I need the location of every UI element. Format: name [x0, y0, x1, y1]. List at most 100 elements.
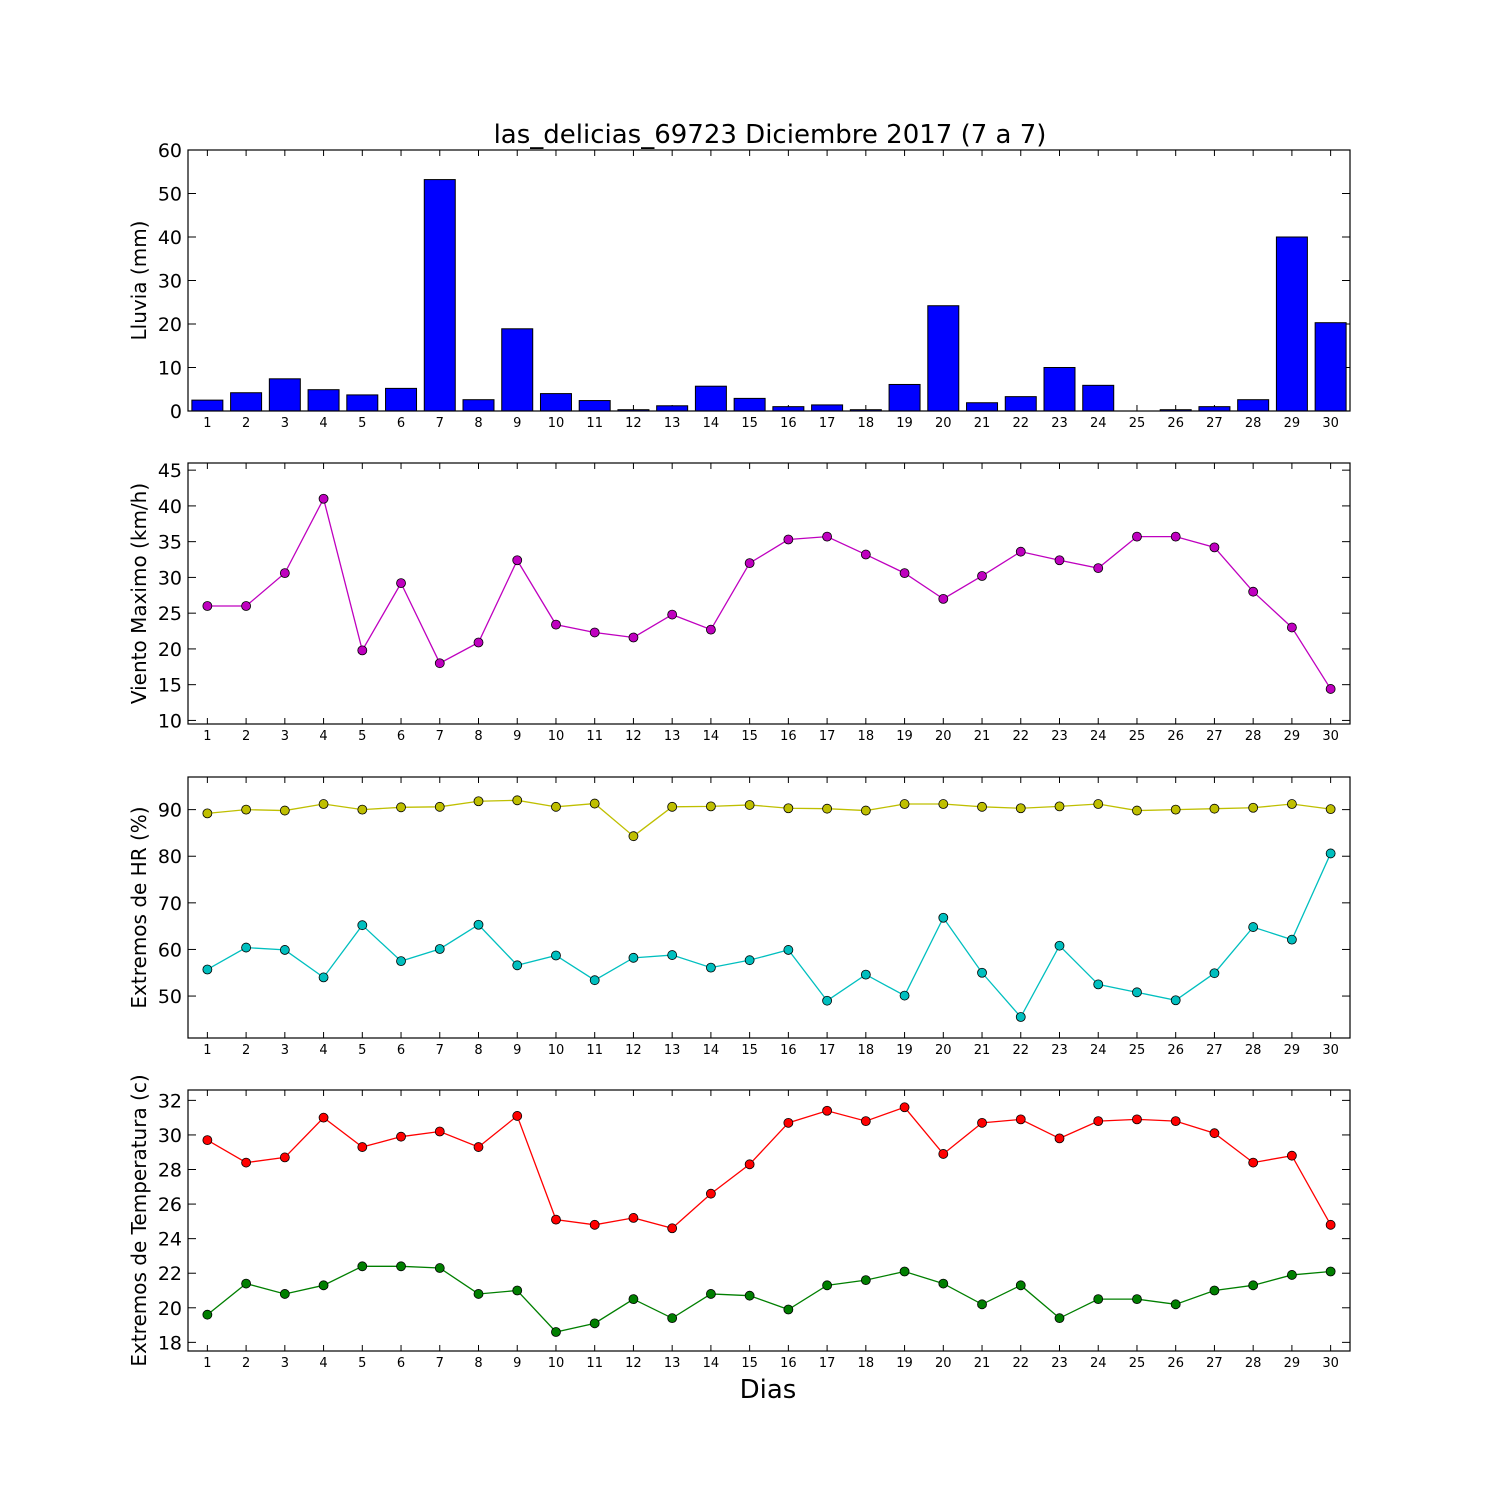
x-tick-label: 4	[319, 416, 327, 431]
data-point	[938, 593, 949, 604]
y-tick-label: 10	[158, 710, 182, 732]
y-tick-label: 80	[158, 846, 182, 868]
x-tick-label: 17	[819, 416, 836, 431]
x-tick-label: 1	[203, 1356, 211, 1371]
data-point	[938, 799, 949, 809]
data-point	[1054, 1313, 1065, 1324]
x-tick-label: 28	[1245, 729, 1262, 744]
x-axis-label: Dias	[740, 1375, 797, 1405]
data-point	[318, 493, 329, 504]
data-point	[357, 1261, 368, 1272]
y-tick-label: 50	[158, 184, 182, 206]
bar	[888, 383, 921, 412]
data-point	[938, 1149, 949, 1159]
data-point	[628, 1213, 639, 1223]
x-tick-label: 9	[513, 416, 521, 431]
x-tick-label: 2	[242, 729, 250, 744]
x-tick-label: 13	[664, 729, 681, 744]
y-tick-label: 30	[158, 271, 182, 293]
data-point	[512, 960, 523, 971]
data-point	[202, 808, 213, 819]
x-tick-label: 15	[741, 1043, 758, 1058]
data-point	[241, 1278, 252, 1289]
x-tick-label: 27	[1206, 1043, 1223, 1058]
data-point	[1132, 805, 1142, 816]
series-line-1	[207, 496, 1332, 690]
data-point	[899, 1102, 910, 1113]
x-tick-label: 15	[741, 1356, 758, 1371]
y-tick-label: 18	[158, 1332, 182, 1354]
data-point	[977, 571, 987, 581]
data-point	[1054, 1133, 1065, 1144]
x-tick-label: 6	[397, 1043, 405, 1058]
data-point	[1287, 934, 1297, 945]
bar	[385, 387, 418, 412]
plot-frame	[187, 1089, 1351, 1352]
x-tick-label: 5	[358, 729, 366, 744]
data-point	[1209, 542, 1220, 553]
x-tick-label: 9	[513, 1043, 521, 1058]
x-tick-label: 23	[1051, 1356, 1068, 1371]
data-point	[318, 972, 329, 983]
data-point	[744, 800, 755, 810]
y-axis-label: Viento Maximo (km/h)	[127, 483, 151, 704]
bar	[346, 394, 379, 412]
x-tick-label: 17	[819, 729, 836, 744]
x-tick-label: 12	[625, 1043, 642, 1058]
x-tick-label: 14	[703, 1356, 720, 1371]
x-tick-label: 18	[858, 1356, 875, 1371]
data-point	[357, 804, 368, 815]
x-tick-label: 22	[1012, 1043, 1029, 1058]
x-tick-label: 22	[1012, 1356, 1029, 1371]
y-tick-label: 20	[158, 639, 182, 661]
bar	[578, 400, 611, 412]
data-point	[1054, 940, 1065, 951]
x-tick-label: 12	[625, 416, 642, 431]
x-tick-label: 2	[242, 1356, 250, 1371]
data-point	[628, 632, 639, 643]
y-tick-label: 45	[158, 460, 182, 482]
data-point	[1093, 563, 1104, 574]
data-point	[1209, 803, 1220, 814]
data-point	[860, 969, 871, 980]
data-point	[628, 831, 639, 842]
bar	[1082, 384, 1115, 412]
data-point	[1015, 1280, 1026, 1291]
data-point	[783, 803, 794, 814]
data-point	[706, 801, 716, 812]
x-tick-label: 29	[1284, 1043, 1301, 1058]
data-point	[396, 1131, 406, 1142]
y-tick-label: 28	[158, 1160, 182, 1182]
data-point	[899, 990, 910, 1001]
y-axis-label: Extremos de HR (%)	[127, 806, 151, 1008]
data-point	[1170, 1116, 1181, 1127]
data-point	[860, 1275, 871, 1286]
data-point	[1170, 804, 1181, 815]
x-tick-label: 26	[1167, 1043, 1184, 1058]
x-tick-label: 19	[896, 416, 913, 431]
x-tick-label: 29	[1284, 729, 1301, 744]
x-tick-label: 20	[935, 1043, 952, 1058]
x-tick-label: 6	[397, 729, 405, 744]
y-tick-label: 90	[158, 800, 182, 822]
data-point	[279, 568, 290, 579]
x-tick-label: 15	[741, 416, 758, 431]
x-tick-label: 11	[586, 729, 603, 744]
data-point	[1054, 801, 1065, 812]
bar	[307, 389, 340, 412]
data-point	[551, 801, 561, 812]
data-point	[706, 624, 716, 635]
series-line-1	[207, 799, 1331, 838]
data-point	[357, 1142, 368, 1152]
x-tick-label: 6	[397, 416, 405, 431]
chart-title: las_delicias_69723 Diciembre 2017 (7 a 7…	[494, 120, 1047, 150]
x-tick-label: 14	[703, 1043, 720, 1058]
x-tick-label: 12	[625, 1356, 642, 1371]
x-tick-label: 28	[1245, 416, 1262, 431]
x-tick-label: 8	[474, 1043, 482, 1058]
x-tick-label: 14	[703, 729, 720, 744]
y-tick-label: 26	[158, 1194, 182, 1216]
x-tick-label: 19	[896, 1356, 913, 1371]
data-point	[706, 1188, 716, 1199]
data-point	[396, 802, 406, 813]
